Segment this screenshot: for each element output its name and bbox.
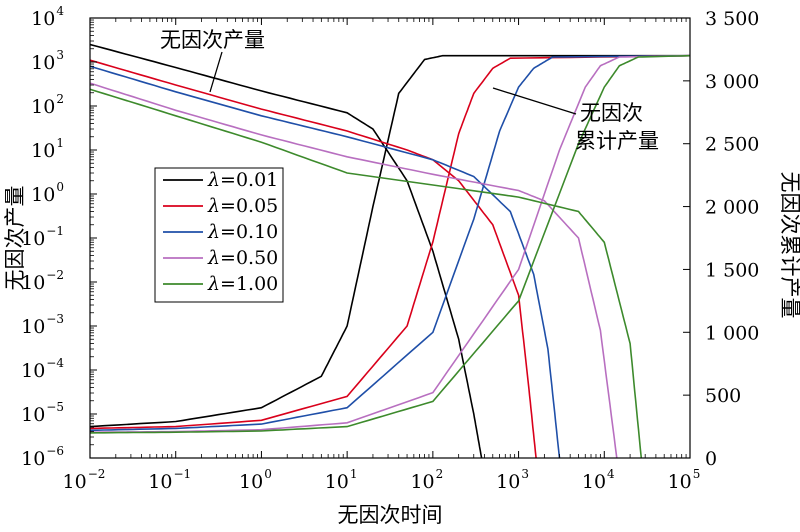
y-right-tick-label: 1 000 (705, 322, 759, 344)
rate-curve-lambda-1 (90, 88, 643, 458)
y-right-axis-title: 无因次累计产量 (778, 172, 800, 319)
x-tick-label: 10−2 (63, 467, 106, 493)
y-right-tick-label: 3 500 (705, 8, 759, 30)
annotation-cumulative-label-line2: 累计产量 (575, 129, 659, 153)
x-tick-label: 103 (496, 467, 529, 493)
series-layer (90, 43, 690, 458)
annotation-cumulative-label-line1: 无因次 (580, 101, 643, 125)
x-tick-label: 101 (325, 467, 358, 493)
y-left-tick-label: 104 (31, 4, 64, 30)
x-tick-label: 100 (239, 467, 272, 493)
y-left-tick-label: 101 (31, 136, 64, 162)
legend: λ=0.01 λ=0.05 λ=0.10 λ=0.50 λ=1.00 (154, 167, 284, 303)
y-right-tick-label: 3 000 (705, 71, 759, 93)
cumulative-curve-lambda-0.01 (90, 54, 690, 428)
y-left-tick-label: 100 (31, 180, 64, 206)
y-right-tick-label: 500 (705, 385, 741, 407)
rate-curve-lambda-0.5 (90, 82, 618, 458)
annotation-rate-label: 无因次产量 (160, 28, 265, 52)
annotation-cumulative-leader (492, 87, 577, 115)
y-left-tick-label: 10−1 (21, 224, 64, 250)
y-right-tick-label: 2 000 (705, 197, 759, 219)
legend-box (154, 167, 284, 303)
ticks-layer: 10−2 10−1 100 101 102 103 104 105 10−6 10−5 10−4 10… (21, 4, 759, 493)
x-tick-label: 102 (410, 467, 443, 493)
legend-label: λ=1.00 (207, 273, 278, 295)
y-right-tick-label: 2 500 (705, 134, 759, 156)
y-left-tick-label: 10−3 (21, 312, 64, 338)
y-left-tick-label: 10−4 (21, 356, 64, 382)
cumulative-curve-lambda-0.05 (90, 54, 690, 430)
y-left-tick-label: 103 (31, 48, 64, 74)
cumulative-curve-lambda-0.1 (90, 54, 690, 432)
y-right-tick-label: 0 (705, 448, 717, 470)
rate-curve-lambda-0.01 (90, 43, 483, 458)
annotation-rate-leader (209, 51, 223, 93)
cumulative-curve-lambda-0.5 (90, 54, 690, 434)
y-left-tick-label: 10−5 (21, 400, 64, 426)
cumulative-curve-lambda-1 (90, 54, 690, 434)
y-left-axis-title: 无因次产量 (3, 186, 27, 291)
y-left-tick-label: 10−2 (21, 268, 64, 294)
x-tick-label: 105 (668, 467, 701, 493)
x-axis-title: 无因次时间 (338, 503, 443, 527)
x-tick-label: 10−1 (148, 467, 191, 493)
y-left-tick-label: 102 (31, 92, 64, 118)
y-left-tick-label: 10−6 (21, 444, 64, 470)
legend-label: λ=0.05 (207, 195, 278, 217)
legend-label: λ=0.50 (207, 247, 278, 269)
rate-curve-lambda-0.1 (90, 65, 561, 458)
y-right-tick-label: 1 500 (705, 259, 759, 281)
x-tick-label: 104 (582, 467, 615, 493)
legend-label: λ=0.01 (207, 169, 278, 191)
legend-label: λ=0.10 (207, 221, 278, 243)
